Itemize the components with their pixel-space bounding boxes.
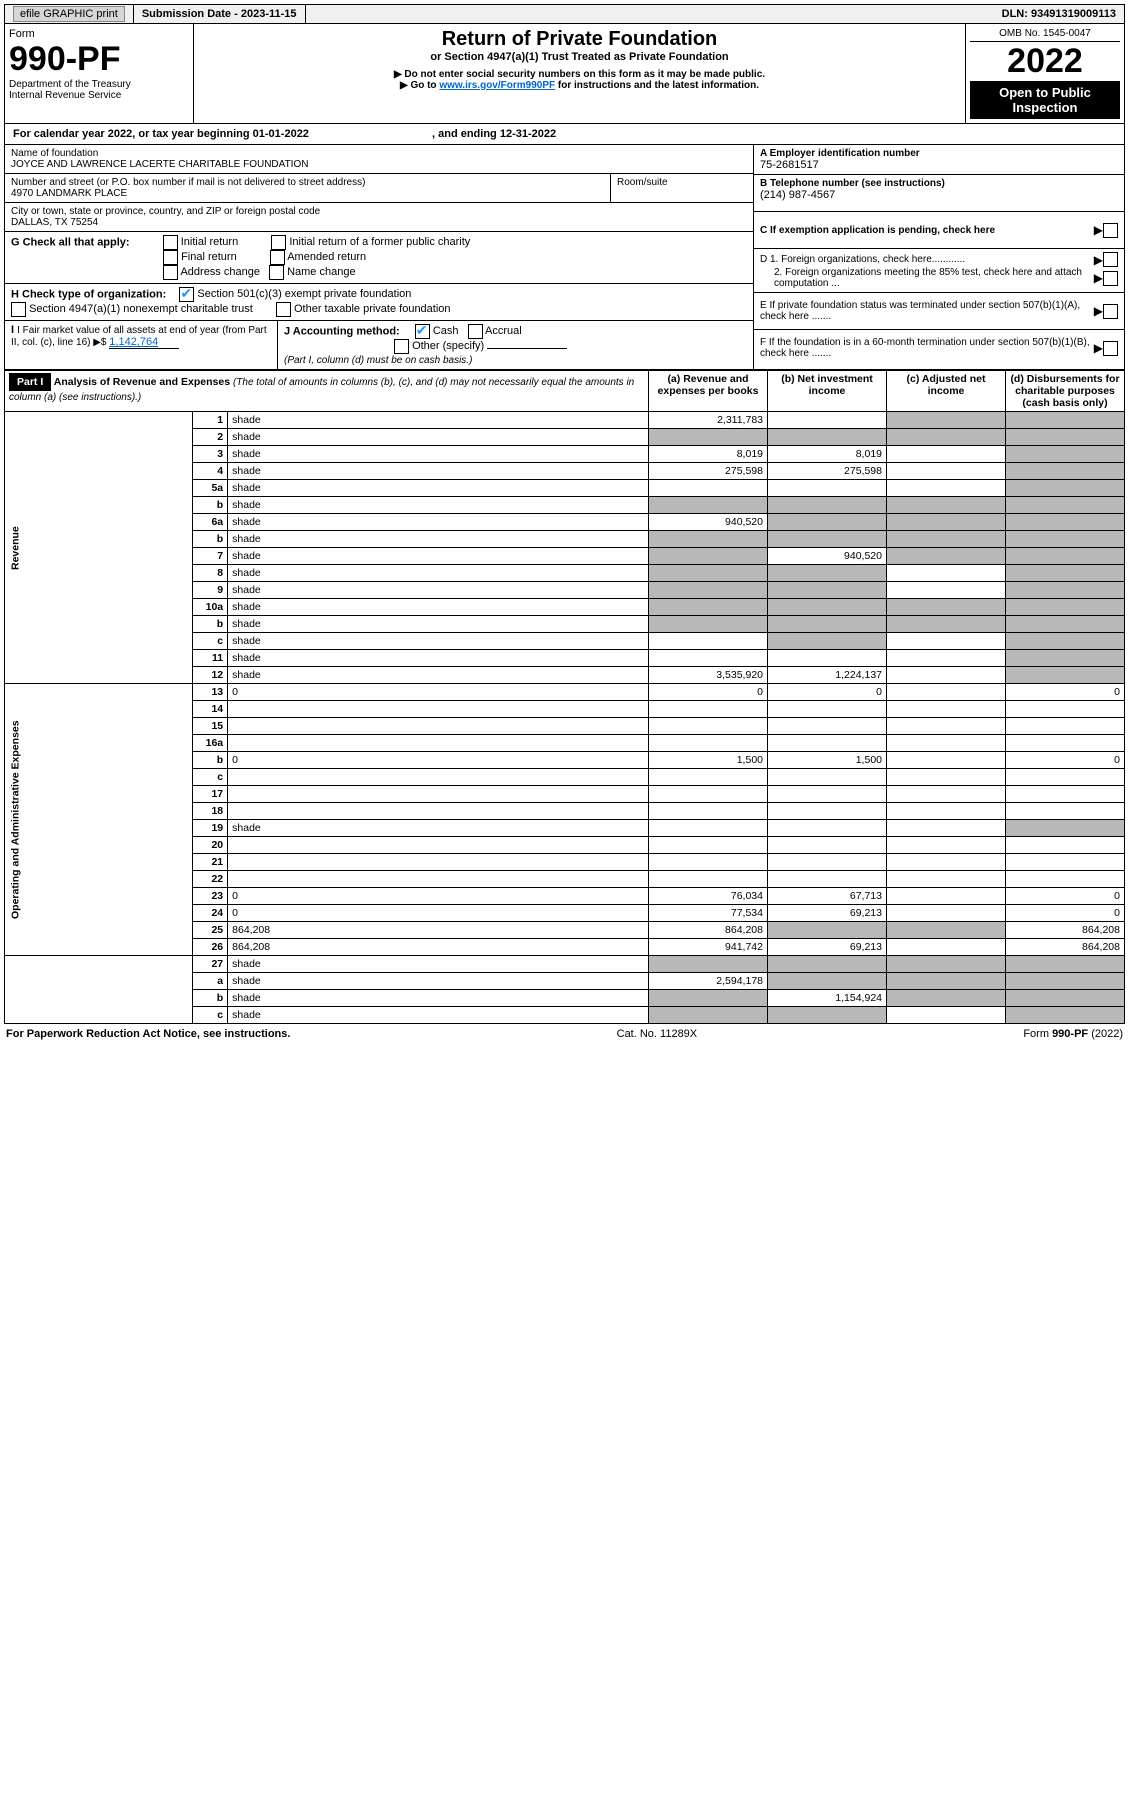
info-grid: Name of foundation JOYCE AND LAWRENCE LA… xyxy=(4,145,1125,370)
checkbox-other-taxable[interactable] xyxy=(276,302,291,317)
dept-1: Department of the Treasury xyxy=(9,79,189,90)
foundation-name: JOYCE AND LAWRENCE LACERTE CHARITABLE FO… xyxy=(11,159,747,170)
omb-number: OMB No. 1545-0047 xyxy=(970,28,1120,42)
checkbox-initial-return[interactable] xyxy=(163,235,178,250)
side-label: Revenue xyxy=(5,412,193,684)
col-b-header: (b) Net investment income xyxy=(768,371,887,412)
dln-label: DLN: xyxy=(1002,8,1031,20)
city-label: City or town, state or province, country… xyxy=(11,206,747,217)
part-1-label: Part I xyxy=(9,373,51,391)
checkbox-final-return[interactable] xyxy=(163,250,178,265)
form-subtitle: or Section 4947(a)(1) Trust Treated as P… xyxy=(204,51,955,63)
checkbox-501c3[interactable] xyxy=(179,287,194,302)
ein-value: 75-2681517 xyxy=(760,159,1118,171)
col-c-header: (c) Adjusted net income xyxy=(887,371,1006,412)
tax-year: 2022 xyxy=(970,42,1120,81)
ein-label: A Employer identification number xyxy=(760,148,1118,159)
footer-mid: Cat. No. 11289X xyxy=(617,1028,698,1040)
name-label: Name of foundation xyxy=(11,148,747,159)
room-label: Room/suite xyxy=(617,177,747,188)
header-note-2: ▶ Go to www.irs.gov/Form990PF for instru… xyxy=(204,80,955,91)
form-header: Form 990-PF Department of the Treasury I… xyxy=(4,24,1125,124)
page-footer: For Paperwork Reduction Act Notice, see … xyxy=(4,1024,1125,1044)
form-word: Form xyxy=(9,28,189,40)
checkbox-4947[interactable] xyxy=(11,302,26,317)
phone-label: B Telephone number (see instructions) xyxy=(760,178,1118,189)
footer-right: Form 990-PF (2022) xyxy=(1023,1028,1123,1040)
efile-label: efile GRAPHIC print xyxy=(13,6,125,22)
submission-label: Submission Date - xyxy=(142,8,241,20)
section-h: H Check type of organization: Section 50… xyxy=(5,283,753,320)
form-title: Return of Private Foundation xyxy=(204,28,955,51)
checkbox-d2[interactable] xyxy=(1103,271,1118,286)
checkbox-accrual[interactable] xyxy=(468,324,483,339)
checkbox-cash[interactable] xyxy=(415,324,430,339)
instructions-link[interactable]: www.irs.gov/Form990PF xyxy=(439,80,555,91)
table-row: Operating and Administrative Expenses130… xyxy=(5,684,1125,701)
checkbox-e[interactable] xyxy=(1103,304,1118,319)
checkbox-former-charity[interactable] xyxy=(271,235,286,250)
table-row: 27shade xyxy=(5,956,1125,973)
section-g: G Check all that apply: Initial return I… xyxy=(5,231,753,283)
col-d-header: (d) Disbursements for charitable purpose… xyxy=(1006,371,1125,412)
c-label: C If exemption application is pending, c… xyxy=(760,225,1094,236)
checkbox-f[interactable] xyxy=(1103,341,1118,356)
checkbox-address-change[interactable] xyxy=(163,265,178,280)
dln-value: 93491319009113 xyxy=(1031,8,1116,20)
calendar-year-row: For calendar year 2022, or tax year begi… xyxy=(4,124,1125,145)
fmv-value[interactable]: 1,142,764 xyxy=(109,336,179,349)
checkbox-c[interactable] xyxy=(1103,223,1118,238)
side-label: Operating and Administrative Expenses xyxy=(5,684,193,956)
table-row: Revenue1shade2,311,783 xyxy=(5,412,1125,429)
footer-left: For Paperwork Reduction Act Notice, see … xyxy=(6,1028,290,1040)
checkbox-name-change[interactable] xyxy=(269,265,284,280)
phone-value: (214) 987-4567 xyxy=(760,189,1118,201)
top-bar: efile GRAPHIC print Submission Date - 20… xyxy=(4,4,1125,24)
checkbox-other-method[interactable] xyxy=(394,339,409,354)
form-number: 990-PF xyxy=(9,40,189,79)
part-1-table: Part I Analysis of Revenue and Expenses … xyxy=(4,370,1125,1024)
dept-2: Internal Revenue Service xyxy=(9,90,189,101)
open-inspection: Open to Public Inspection xyxy=(970,81,1120,119)
submission-date: 2023-11-15 xyxy=(241,8,297,20)
checkbox-d1[interactable] xyxy=(1103,252,1118,267)
header-note-1: ▶ Do not enter social security numbers o… xyxy=(204,69,955,80)
addr-label: Number and street (or P.O. box number if… xyxy=(11,177,604,188)
checkbox-amended[interactable] xyxy=(270,250,285,265)
foundation-city: DALLAS, TX 75254 xyxy=(11,217,747,228)
col-a-header: (a) Revenue and expenses per books xyxy=(649,371,768,412)
foundation-address: 4970 LANDMARK PLACE xyxy=(11,188,604,199)
